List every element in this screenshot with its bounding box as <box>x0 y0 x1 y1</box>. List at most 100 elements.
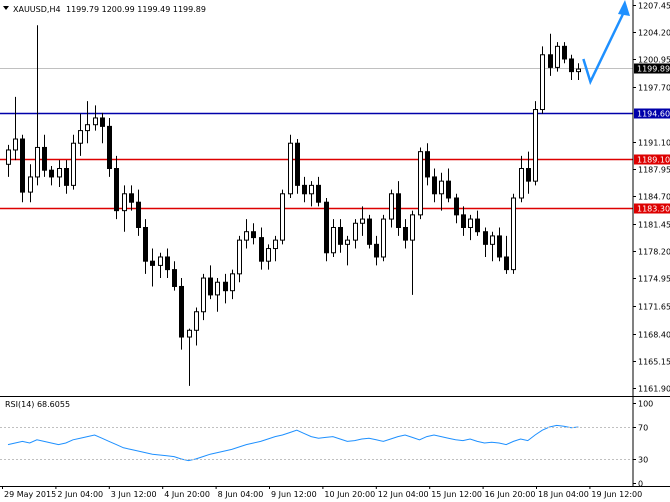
candle-body <box>215 281 220 296</box>
candle-body <box>251 231 256 239</box>
candle-body <box>107 125 112 170</box>
candle-body <box>540 54 545 111</box>
candle-body <box>526 168 531 182</box>
candle-body <box>172 269 177 287</box>
triangle-down-icon[interactable] <box>3 6 9 10</box>
candle-body <box>129 193 134 203</box>
candle-body <box>396 193 401 228</box>
candle-body <box>519 168 524 199</box>
candle-body <box>13 138 18 151</box>
candle-body <box>360 218 365 224</box>
arrow-up-icon <box>618 0 630 16</box>
candle-body <box>64 168 69 186</box>
candle-body <box>533 109 538 182</box>
level-tag-label: 1183.30 <box>637 205 670 214</box>
candle-body <box>490 235 495 245</box>
candle-body <box>389 193 394 220</box>
candle-body <box>280 193 285 241</box>
price-tick-label: 1161.90 <box>638 385 670 394</box>
candle-body <box>122 193 127 212</box>
price-tick-label: 1187.95 <box>638 166 670 175</box>
price-tick-label: 1165.15 <box>638 358 670 367</box>
candle-body <box>288 142 293 195</box>
time-tick-label: 12 Jun 04:00 <box>378 490 429 499</box>
price-tick-label: 1207.45 <box>638 2 670 11</box>
candle-body <box>85 124 90 132</box>
candle-body <box>194 311 199 331</box>
candle-body <box>504 256 509 271</box>
price-tick-label: 1197.70 <box>638 84 670 93</box>
candle-body <box>446 180 451 199</box>
candle-body <box>237 239 242 275</box>
candle-body <box>454 197 459 216</box>
candle-body <box>367 218 372 245</box>
candle-body <box>324 201 329 254</box>
candle-body <box>468 218 473 228</box>
candle-body <box>150 260 155 266</box>
candle-body <box>208 277 213 296</box>
time-tick-label: 4 Jun 20:00 <box>164 490 210 499</box>
candle-body <box>381 218 386 258</box>
candle-body <box>158 256 163 266</box>
level-tag-label: 1189.10 <box>637 156 670 165</box>
candle-body <box>201 277 206 313</box>
price-tick-label: 1184.70 <box>638 193 670 202</box>
rsi-line <box>7 424 579 462</box>
candles-layer <box>6 0 630 386</box>
rsi-tick-label: 0 <box>638 480 643 489</box>
candle-body <box>42 146 47 171</box>
rsi-layer <box>0 424 633 462</box>
price-tick-label: 1204.20 <box>638 29 670 38</box>
candle-body <box>223 281 228 292</box>
candle-body <box>266 248 271 262</box>
candle-body <box>57 168 62 178</box>
price-tick-label: 1171.65 <box>638 303 670 312</box>
candle-body <box>555 45 560 68</box>
price-tick-label: 1200.95 <box>638 56 670 65</box>
price-tick-label: 1174.95 <box>638 275 670 284</box>
candle-body <box>562 45 567 60</box>
price-tick-label: 1178.20 <box>638 248 670 257</box>
time-tick-label: 10 Jun 20:00 <box>324 490 375 499</box>
candle-body <box>136 201 141 228</box>
candle-body <box>497 235 502 258</box>
forecast-arrow-line <box>582 13 625 86</box>
levels-layer <box>0 68 633 210</box>
level-tag <box>634 203 670 214</box>
time-tick-label: 8 Jun 04:00 <box>218 490 264 499</box>
candle-body <box>576 68 581 73</box>
candle-body <box>114 168 119 212</box>
candle-body <box>78 130 83 144</box>
current-price-tag <box>634 63 670 74</box>
candle-body <box>403 226 408 241</box>
current-price-label: 1199.89 <box>637 65 670 74</box>
candle-body <box>273 239 278 250</box>
candle-body <box>35 146 40 178</box>
candle-body <box>6 149 11 165</box>
candle-body <box>28 176 33 193</box>
candle-body <box>244 231 249 241</box>
level-tag-label: 1194.60 <box>637 110 670 119</box>
rsi-label: RSI(14) 68.6055 <box>5 400 70 409</box>
candle-body <box>179 285 184 338</box>
candle-body <box>187 329 192 338</box>
symbol-label: XAUUSD,H4 <box>13 5 61 14</box>
time-tick-label: 19 Jun 12:00 <box>591 490 642 499</box>
time-tick-label: 29 May 2015 <box>4 490 56 499</box>
candle-body <box>165 256 170 271</box>
candle-body <box>345 239 350 245</box>
candle-body <box>374 243 379 258</box>
rsi-tick-label: 30 <box>638 456 648 465</box>
candle-body <box>475 218 480 233</box>
candle-body <box>71 142 76 186</box>
candle-body <box>49 169 54 178</box>
candle-body <box>418 151 423 216</box>
time-tick-label: 2 Jun 04:00 <box>57 490 103 499</box>
level-tag <box>634 154 670 165</box>
candle-body <box>353 222 358 241</box>
price-tick-label: 1168.40 <box>638 331 670 340</box>
candle-body <box>483 231 488 245</box>
candle-body <box>309 184 314 195</box>
